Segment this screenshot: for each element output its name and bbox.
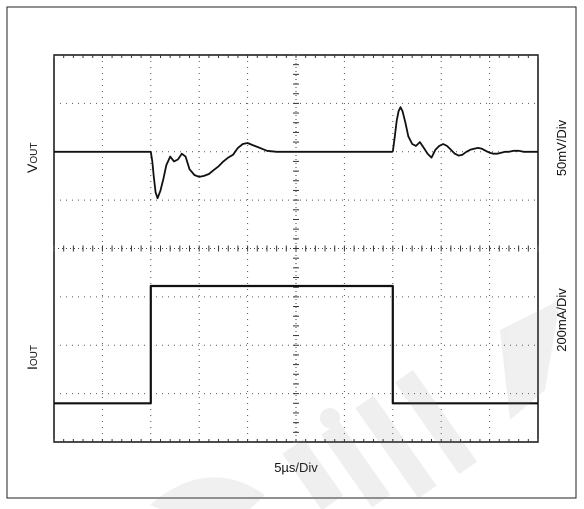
time-base-label: 5µs/Div [274, 460, 318, 475]
vout-axis-label: VOUT [24, 143, 40, 173]
grid [53, 54, 539, 443]
watermark [150, 300, 560, 509]
vout-label-sub: OUT [29, 143, 40, 164]
vout-trace-1 [391, 106, 538, 159]
iout-trace-0 [54, 284, 538, 405]
vout-label-main: V [24, 163, 40, 173]
iout-scale-label: 200mA/Div [554, 288, 569, 352]
traces [54, 106, 538, 405]
iout-label-sub: OUT [29, 345, 40, 366]
iout-axis-label: IOUT [24, 345, 40, 370]
vout-scale-label: 50mV/Div [554, 119, 569, 176]
vout-trace-0 [54, 142, 393, 200]
iout-label-main: I [24, 366, 40, 370]
